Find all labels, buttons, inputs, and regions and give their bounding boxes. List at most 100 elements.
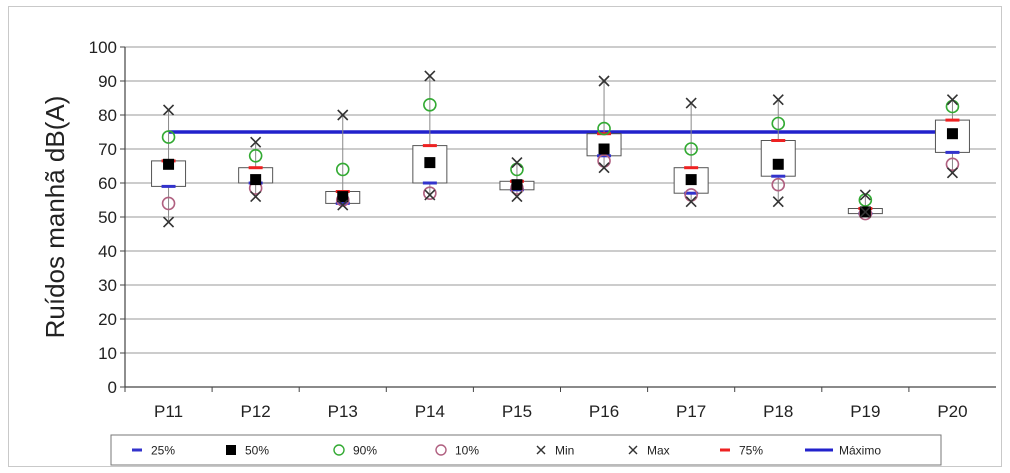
x-tick-label-p14: P14: [415, 402, 445, 421]
marker-p10: [423, 186, 437, 200]
marker-p50: [685, 174, 697, 186]
marker-min-b: [337, 199, 349, 211]
legend-circle-icon: [333, 444, 345, 456]
marker-max-b: [598, 75, 610, 87]
marker-max-b: [162, 104, 175, 116]
marker-p90: [597, 121, 611, 136]
box-p11: [151, 104, 187, 228]
marker-p50: [511, 179, 523, 191]
marker-min-b: [685, 196, 697, 208]
marker-max-b: [859, 189, 871, 201]
box-p13: [325, 109, 361, 211]
box-p18: [760, 94, 796, 208]
box-p17: [673, 97, 709, 208]
box-p14: [412, 70, 448, 201]
legend-circle-icon: [435, 444, 447, 456]
x-tick-label-p15: P15: [502, 402, 532, 421]
box-p20: [934, 94, 970, 179]
marker-min-b: [250, 191, 262, 203]
legend-cross-icon: [536, 445, 546, 455]
marker-p50: [598, 143, 610, 155]
y-tick-label: 50: [98, 208, 117, 227]
legend-label: 50%: [245, 444, 269, 458]
marker-min-b: [859, 206, 871, 218]
y-tick-label: 70: [98, 140, 117, 159]
marker-p50: [250, 174, 262, 186]
marker-min-b: [946, 167, 959, 179]
legend-label: Max: [647, 444, 670, 458]
box-p19: [847, 189, 883, 221]
x-tick-label-p12: P12: [241, 402, 271, 421]
axes: [120, 46, 996, 392]
x-tick-label-p16: P16: [589, 402, 619, 421]
marker-p90: [161, 130, 176, 144]
x-tick-label-p19: P19: [850, 402, 880, 421]
marker-p50: [163, 158, 175, 170]
marker-p90: [248, 149, 263, 163]
x-tick-label-p13: P13: [328, 402, 358, 421]
box-p15: [499, 157, 535, 203]
chart-frame: 0 10 20 30 40 50 60 70 80 90 100 P11 P12 P13 P14 P15 P1…: [8, 6, 1002, 467]
marker-p50: [772, 158, 784, 170]
x-tick-labels: P11 P12 P13 P14 P15 P16 P17 P18 P19 P20: [154, 402, 968, 421]
box-rect: [760, 140, 796, 177]
marker-p90: [335, 162, 350, 177]
marker-max-b: [772, 94, 784, 106]
marker-p90: [423, 98, 437, 112]
y-tick-label: 100: [89, 38, 117, 57]
legend-item-6: 75%: [720, 444, 763, 458]
marker-p10: [771, 177, 786, 192]
y-tick-label: 60: [98, 174, 117, 193]
marker-p90: [771, 116, 786, 131]
y-tick-label: 20: [98, 310, 117, 329]
x-tick-label-p18: P18: [763, 402, 793, 421]
legend-label: 90%: [353, 444, 377, 458]
legend-item-2: 90%: [333, 444, 377, 458]
x-tick-label-p20: P20: [937, 402, 967, 421]
marker-min-b: [772, 196, 784, 208]
legend-label: Min: [555, 444, 574, 458]
marker-p10: [945, 157, 960, 172]
legend-label: Máximo: [839, 444, 881, 458]
legend-item-5: Max: [628, 444, 670, 458]
legend-item-7: Máximo: [805, 444, 881, 458]
y-axis-label: Ruídos manhã dB(A): [40, 96, 70, 339]
legend-item-4: Min: [536, 444, 574, 458]
marker-p50: [424, 157, 436, 169]
legend-box: [110, 434, 942, 466]
y-tick-label: 10: [98, 344, 117, 363]
legend-square-icon: [226, 445, 236, 455]
marker-max-b: [337, 109, 349, 121]
y-tick-label: 80: [98, 106, 117, 125]
y-tick-labels: 0 10 20 30 40 50 60 70 80 90 100: [89, 38, 117, 397]
marker-max-b: [424, 70, 436, 82]
legend-item-0: 25%: [132, 444, 175, 458]
legend-item-3: 10%: [435, 444, 479, 458]
box-p12: [238, 136, 274, 203]
legend-item-1: 50%: [226, 444, 269, 458]
legend-cross-icon: [628, 445, 638, 455]
marker-max-b: [946, 94, 959, 106]
y-tick-label: 0: [108, 378, 117, 397]
marker-min-b: [424, 189, 436, 201]
marker-max-b: [250, 136, 262, 148]
marker-min-b: [162, 216, 175, 228]
marker-p50: [946, 128, 958, 140]
marker-max-b: [685, 97, 697, 109]
marker-p10: [161, 196, 176, 211]
marker-p90: [684, 142, 698, 156]
marker-max-b: [511, 157, 523, 169]
marker-p50: [337, 191, 349, 203]
y-tick-label: 30: [98, 276, 117, 295]
legend: 25% 50% 90% 10% Min Max 75% Máximo: [110, 434, 942, 466]
marker-min-b: [598, 162, 610, 174]
x-tick-label-p17: P17: [676, 402, 706, 421]
legend-label: 75%: [739, 444, 763, 458]
y-tick-label: 40: [98, 242, 117, 261]
box-p16: [586, 75, 622, 174]
box-series: [151, 70, 970, 228]
legend-label: 25%: [151, 444, 175, 458]
y-tick-label: 90: [98, 72, 117, 91]
marker-min-b: [511, 191, 523, 203]
